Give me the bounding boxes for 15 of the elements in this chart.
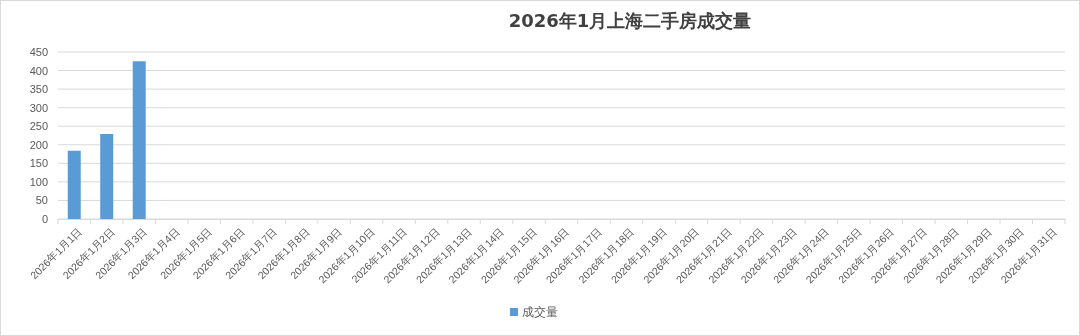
y-tick-label: 300 xyxy=(29,101,48,114)
y-tick-label: 350 xyxy=(29,83,48,96)
y-tick-label: 200 xyxy=(29,138,48,151)
y-tick-label: 450 xyxy=(29,46,48,59)
bar xyxy=(67,150,81,219)
y-tick-label: 100 xyxy=(29,175,48,188)
bar xyxy=(132,61,146,219)
bar xyxy=(100,134,114,219)
y-tick-label: 50 xyxy=(35,194,48,207)
chart-title: 2026年1月上海二手房成交量 xyxy=(508,10,752,31)
y-tick-label: 250 xyxy=(29,120,48,133)
y-tick-label: 400 xyxy=(29,64,48,77)
y-tick-label: 150 xyxy=(29,157,48,170)
legend-label: 成交量 xyxy=(522,305,558,319)
y-tick-label: 0 xyxy=(41,213,48,226)
